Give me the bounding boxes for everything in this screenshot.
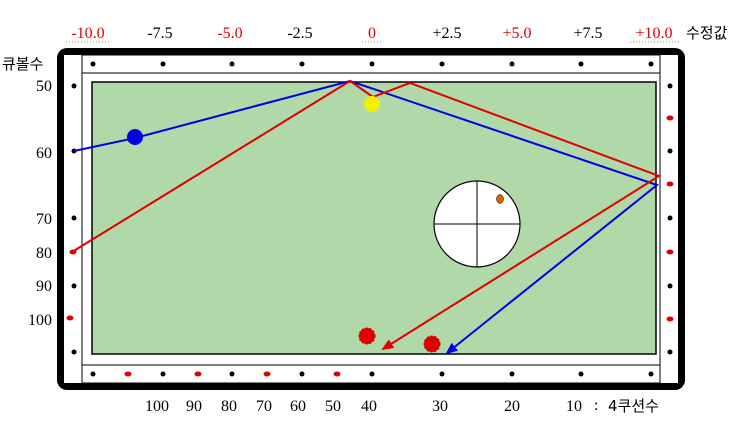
fourth-cushion-label: 60 <box>290 398 306 415</box>
cue-ball-label: 70 <box>36 211 52 228</box>
rail-diamond <box>263 371 271 377</box>
rail-diamond <box>160 371 166 377</box>
rail-diamond <box>667 349 673 355</box>
rail-diamond <box>299 61 305 67</box>
correction-label: 0 <box>368 25 376 42</box>
rail-diamond <box>509 371 515 377</box>
rail-diamond <box>124 371 132 377</box>
cue-ball-label: 90 <box>36 278 52 295</box>
red-ball-2 <box>423 335 441 353</box>
correction-label: -2.5 <box>287 25 312 42</box>
correction-label: +10.0 <box>635 25 672 42</box>
rail-diamond <box>160 61 166 67</box>
rail-diamond <box>90 61 96 67</box>
rail-diamond <box>439 61 445 67</box>
correction-label: +2.5 <box>432 25 461 42</box>
table-felt <box>91 81 657 355</box>
rail-diamond <box>578 371 584 377</box>
rail-diamond <box>90 371 96 377</box>
rail-diamond <box>369 371 375 377</box>
rail-diamond <box>666 115 674 121</box>
cue-ball-label: 60 <box>36 145 52 162</box>
fourth-cushion-separator: : <box>594 397 598 414</box>
fourth-cushion-scale: 100 90 80 70 60 50 40 30 20 <box>145 398 520 415</box>
rail-diamond <box>369 61 375 67</box>
rail-diamond <box>229 61 235 67</box>
rail-diamond <box>509 61 515 67</box>
fourth-cushion-number: 10 <box>566 398 582 415</box>
correction-scale: -10.0 -7.5 -5.0 -2.5 0 +2.5 +5.0 +7.5 +10.0 <box>66 25 680 43</box>
ball-contact-crosshair-icon <box>433 180 521 268</box>
rail-diamond <box>333 371 341 377</box>
rail-diamond <box>578 61 584 67</box>
fourth-cushion-label: 100 <box>145 398 169 415</box>
cue-ball-label: 100 <box>28 312 52 329</box>
red-ball-1 <box>358 327 376 345</box>
fourth-cushion-title: 4쿠션수 <box>608 397 659 415</box>
rail-diamond <box>667 283 673 289</box>
correction-label: +5.0 <box>502 25 531 42</box>
rail-diamond <box>71 283 77 289</box>
rail-diamonds <box>66 61 674 377</box>
rail-diamond <box>648 371 654 377</box>
correction-scale-title: 수정값 <box>686 24 728 42</box>
blue-cue-ball <box>127 129 143 145</box>
rail-diamond <box>666 316 674 322</box>
correction-label: +7.5 <box>573 25 602 42</box>
rail-diamond <box>666 181 674 187</box>
cue-ball-scale: 50 60 70 80 90 100 <box>28 78 52 329</box>
red-path <box>71 79 662 351</box>
yellow-ball <box>364 96 380 112</box>
contact-point-icon <box>496 194 504 204</box>
rail-diamond <box>667 83 673 89</box>
table-inner-cushion <box>81 72 661 366</box>
fourth-cushion-label: 30 <box>432 398 448 415</box>
rail-diamond <box>666 249 674 255</box>
cue-ball-label: 80 <box>36 245 52 262</box>
rail-diamond <box>71 83 77 89</box>
rail-diamond <box>667 215 673 221</box>
rail-diamond <box>439 371 445 377</box>
rail-diamond <box>299 371 305 377</box>
rail-diamond <box>229 371 235 377</box>
cue-ball-label: 50 <box>36 78 52 95</box>
rail-diamond <box>71 215 77 221</box>
rail-diamond <box>667 148 673 154</box>
fourth-cushion-label: 70 <box>256 398 272 415</box>
rail-diamond <box>194 371 202 377</box>
correction-label: -5.0 <box>217 25 242 42</box>
fourth-cushion-label: 20 <box>504 398 520 415</box>
rail-diamond <box>71 349 77 355</box>
rail-diamond <box>66 315 74 321</box>
fourth-cushion-label: 50 <box>325 398 341 415</box>
fourth-cushion-label: 90 <box>186 398 202 415</box>
fourth-cushion-label: 80 <box>221 398 237 415</box>
fourth-cushion-label: 40 <box>361 398 377 415</box>
cue-ball-scale-title: 큐볼수 <box>2 55 43 73</box>
correction-label: -7.5 <box>147 25 172 42</box>
rail-diamond <box>648 61 654 67</box>
correction-label: -10.0 <box>71 25 104 42</box>
table <box>57 48 685 390</box>
